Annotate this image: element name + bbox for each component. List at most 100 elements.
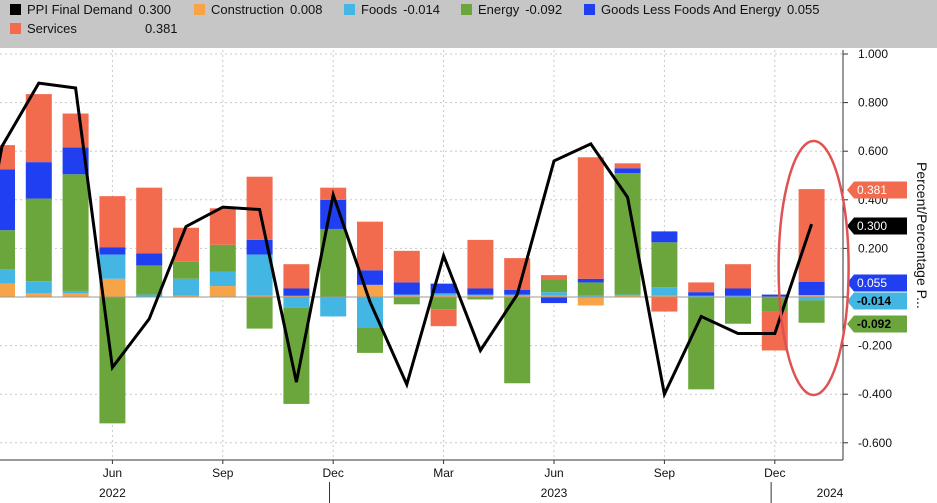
bar-goods bbox=[393, 282, 420, 295]
bar-services bbox=[430, 309, 457, 327]
bar-construction bbox=[283, 295, 310, 297]
bar-foods bbox=[430, 293, 457, 296]
bar-services bbox=[62, 113, 89, 148]
bar-construction bbox=[651, 295, 678, 297]
bar-goods bbox=[25, 162, 52, 199]
legend-label-goods: Goods Less Foods And Energy bbox=[601, 2, 781, 17]
legend-value-services: 0.381 bbox=[145, 21, 178, 36]
bar-foods bbox=[246, 254, 273, 296]
ppi-line bbox=[0, 81, 814, 400]
bar-goods bbox=[0, 169, 15, 231]
legend-swatch-foods bbox=[344, 4, 355, 15]
bar-services bbox=[283, 264, 310, 289]
bar-goods bbox=[651, 231, 678, 243]
bar-construction bbox=[541, 295, 567, 297]
x-tick-label: Dec bbox=[323, 466, 344, 480]
legend-value-goods: 0.055 bbox=[787, 2, 820, 17]
badge-services bbox=[847, 181, 907, 199]
bar-foods bbox=[25, 281, 52, 294]
bar-foods bbox=[798, 297, 825, 301]
bar-goods bbox=[430, 283, 457, 294]
bar-goods bbox=[283, 288, 310, 296]
y-tick-label: 0.600 bbox=[858, 144, 888, 158]
bar-foods bbox=[467, 294, 494, 296]
bar-services bbox=[357, 221, 383, 271]
bar-energy bbox=[504, 297, 531, 384]
y-tick-label: 0.800 bbox=[858, 96, 888, 110]
bar-services bbox=[614, 163, 641, 169]
bar-construction bbox=[393, 295, 420, 297]
y-tick-label: -0.600 bbox=[858, 436, 892, 450]
legend-label-energy: Energy bbox=[478, 2, 520, 17]
badge-energy bbox=[847, 315, 907, 333]
bar-construction bbox=[430, 295, 457, 297]
x-tick-label: Jun bbox=[544, 466, 563, 480]
bar-foods bbox=[577, 295, 604, 297]
bar-goods bbox=[688, 292, 715, 296]
bar-goods bbox=[99, 247, 126, 255]
bar-energy bbox=[283, 307, 310, 404]
bar-goods bbox=[761, 294, 788, 297]
legend-label-ppi: PPI Final Demand bbox=[27, 2, 133, 17]
bar-services bbox=[467, 239, 494, 289]
year-label: 2022 bbox=[99, 486, 126, 500]
x-tick-label: Jun bbox=[103, 466, 122, 480]
legend-swatch-ppi bbox=[10, 4, 21, 15]
bar-goods bbox=[577, 278, 604, 283]
bar-services bbox=[577, 157, 604, 279]
bar-construction bbox=[246, 295, 273, 297]
badge-label-goods: 0.055 bbox=[857, 276, 887, 290]
axes: -0.600-0.400-0.2000.2000.4000.6000.8001.… bbox=[0, 47, 930, 503]
badge-ppi bbox=[847, 217, 907, 235]
bar-energy bbox=[651, 242, 678, 288]
badge-label-ppi: 0.300 bbox=[857, 219, 887, 233]
bar-foods bbox=[688, 295, 715, 297]
bar-energy bbox=[0, 230, 15, 270]
grid bbox=[0, 50, 843, 460]
bar-services bbox=[136, 187, 163, 254]
bar-construction bbox=[357, 284, 383, 297]
x-tick-label: Sep bbox=[654, 466, 676, 480]
bar-services bbox=[173, 227, 199, 262]
badge-foods bbox=[847, 292, 907, 310]
bar-goods bbox=[136, 253, 163, 266]
bar-energy bbox=[798, 300, 825, 323]
bar-foods bbox=[99, 254, 126, 279]
legend-label-services: Services bbox=[27, 21, 77, 36]
bar-energy bbox=[430, 297, 457, 310]
bar-energy bbox=[688, 297, 715, 390]
ppi-final-demand-line bbox=[0, 81, 814, 400]
bar-construction bbox=[209, 286, 236, 297]
x-tick-label: Dec bbox=[764, 466, 785, 480]
bar-goods bbox=[798, 281, 825, 296]
bar-energy bbox=[467, 297, 494, 300]
bar-services bbox=[725, 264, 751, 289]
bar-energy bbox=[577, 282, 604, 296]
badge-goods bbox=[847, 274, 907, 292]
legend-value-foods: -0.014 bbox=[403, 2, 440, 17]
bar-foods bbox=[62, 290, 89, 294]
bar-goods bbox=[725, 288, 751, 296]
bar-energy bbox=[173, 261, 199, 279]
legend-swatch-goods bbox=[584, 4, 595, 15]
bar-energy bbox=[393, 297, 420, 305]
bar-foods bbox=[651, 287, 678, 296]
badge-label-energy: -0.092 bbox=[857, 317, 891, 331]
bar-services bbox=[541, 275, 567, 280]
bar-services bbox=[209, 208, 236, 245]
bar-services bbox=[25, 94, 52, 163]
bar-construction bbox=[577, 297, 604, 306]
bar-services bbox=[688, 282, 715, 293]
badge-label-foods: -0.014 bbox=[857, 294, 891, 308]
bar-construction bbox=[798, 295, 825, 297]
x-tick-label: Sep bbox=[212, 466, 234, 480]
bar-energy bbox=[725, 297, 751, 324]
bar-services bbox=[651, 297, 678, 312]
bar-services bbox=[393, 250, 420, 283]
y-axis-title: Percent/Percentage P... bbox=[914, 162, 930, 309]
highlight-ellipse bbox=[777, 139, 850, 397]
y-tick-label: 0.200 bbox=[858, 241, 888, 255]
bar-energy bbox=[357, 327, 383, 353]
bar-foods bbox=[283, 297, 310, 308]
